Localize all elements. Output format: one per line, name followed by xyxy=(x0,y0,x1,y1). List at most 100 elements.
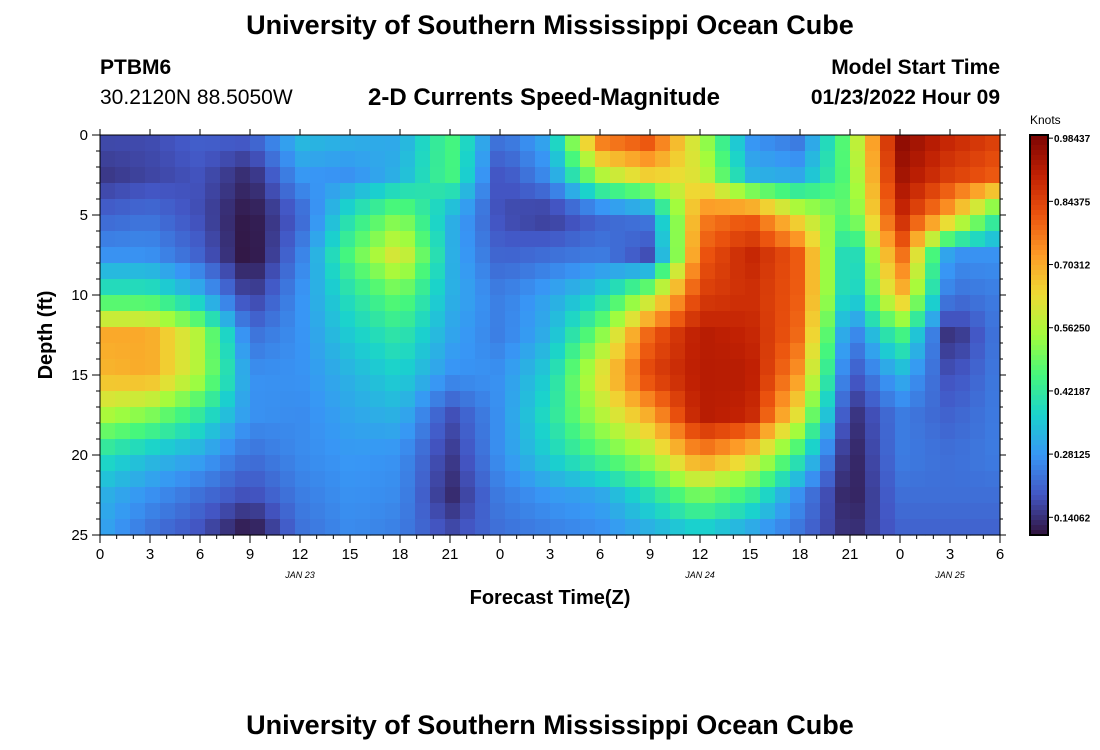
heatmap-cell xyxy=(100,471,116,488)
heatmap-cell xyxy=(880,167,896,184)
heatmap-cell xyxy=(505,135,521,152)
heatmap-cell xyxy=(805,375,821,392)
heatmap-cell xyxy=(580,263,596,280)
heatmap-cell xyxy=(805,455,821,472)
colorbar-segment xyxy=(1030,275,1048,281)
heatmap-cell xyxy=(775,295,791,312)
heatmap-cell xyxy=(175,503,191,520)
heatmap-cell xyxy=(955,295,971,312)
heatmap-cell xyxy=(190,391,206,408)
heatmap-cell xyxy=(610,327,626,344)
heatmap-cell xyxy=(220,151,236,168)
colorbar-segment xyxy=(1030,225,1048,231)
colorbar-segment xyxy=(1030,265,1048,271)
heatmap-cell xyxy=(730,183,746,200)
heatmap-cell xyxy=(265,215,281,232)
heatmap-cell xyxy=(400,439,416,456)
heatmap-cell xyxy=(685,311,701,328)
heatmap-cell xyxy=(940,247,956,264)
heatmap-cell xyxy=(475,183,491,200)
heatmap-cell xyxy=(535,295,551,312)
heatmap-cell xyxy=(505,359,521,376)
heatmap-cell xyxy=(595,199,611,216)
heatmap-cell xyxy=(910,519,926,536)
heatmap-cell xyxy=(190,199,206,216)
heatmap-cell xyxy=(880,455,896,472)
heatmap-cell xyxy=(685,263,701,280)
heatmap-cell xyxy=(835,391,851,408)
heatmap-cell xyxy=(400,455,416,472)
heatmap-cell xyxy=(235,327,251,344)
heatmap-cell xyxy=(580,215,596,232)
heatmap-cell xyxy=(475,247,491,264)
heatmap-cell xyxy=(955,375,971,392)
heatmap-cell xyxy=(655,135,671,152)
heatmap-cell xyxy=(685,295,701,312)
colorbar-segment xyxy=(1030,310,1048,316)
heatmap-cell xyxy=(475,519,491,536)
heatmap-cell xyxy=(625,343,641,360)
heatmap-cell xyxy=(145,263,161,280)
heatmap-cell xyxy=(640,439,656,456)
colorbar-frame xyxy=(1029,134,1049,536)
heatmap-cell xyxy=(130,519,146,536)
colorbar-segment xyxy=(1030,210,1048,216)
heatmap-cell xyxy=(445,167,461,184)
heatmap-cell xyxy=(640,135,656,152)
heatmap-cell xyxy=(415,151,431,168)
heatmap-cell xyxy=(175,343,191,360)
station-id: PTBM6 xyxy=(100,56,172,79)
heatmap-cell xyxy=(310,167,326,184)
chart-subtitle: 2-D Currents Speed-Magnitude xyxy=(368,84,721,111)
heatmap-cell xyxy=(205,407,221,424)
heatmap-cell xyxy=(250,439,266,456)
heatmap-cell xyxy=(190,455,206,472)
heatmap-cell xyxy=(985,263,1001,280)
heatmap-cell xyxy=(475,439,491,456)
x-tick-label: 6 xyxy=(996,546,1004,563)
heatmap-cell xyxy=(925,279,941,296)
colorbar-label: Knots xyxy=(1030,113,1061,127)
heatmap-cell xyxy=(235,279,251,296)
heatmap-cell xyxy=(505,311,521,328)
heatmap-cell xyxy=(505,391,521,408)
heatmap-cell xyxy=(640,471,656,488)
heatmap-cell xyxy=(715,151,731,168)
heatmap-cell xyxy=(475,135,491,152)
heatmap-cell xyxy=(895,327,911,344)
heatmap-cell xyxy=(205,471,221,488)
heatmap-cell xyxy=(250,359,266,376)
heatmap-cell xyxy=(850,439,866,456)
heatmap-cell xyxy=(655,471,671,488)
heatmap-cell xyxy=(145,311,161,328)
heatmap-cell xyxy=(865,183,881,200)
colorbar-tick-label: 0.56250 xyxy=(1054,324,1091,335)
heatmap-cell xyxy=(730,231,746,248)
heatmap-cell xyxy=(880,151,896,168)
heatmap-cell xyxy=(820,391,836,408)
heatmap-cell xyxy=(655,183,671,200)
heatmap-cell xyxy=(580,375,596,392)
heatmap-cell xyxy=(325,295,341,312)
heatmap-cell xyxy=(715,503,731,520)
heatmap-cell xyxy=(310,199,326,216)
heatmap-cell xyxy=(355,519,371,536)
heatmap-cell xyxy=(310,391,326,408)
heatmap-cell xyxy=(355,231,371,248)
heatmap-cell xyxy=(880,359,896,376)
model-start-label: Model Start Time xyxy=(831,56,1000,79)
heatmap-cell xyxy=(445,263,461,280)
heatmap-cell xyxy=(220,231,236,248)
heatmap-cell xyxy=(280,295,296,312)
heatmap-cell xyxy=(925,183,941,200)
heatmap-cell xyxy=(625,167,641,184)
heatmap-cell xyxy=(355,183,371,200)
heatmap-cell xyxy=(805,167,821,184)
heatmap-cell xyxy=(340,295,356,312)
heatmap-cell xyxy=(160,375,176,392)
heatmap-cell xyxy=(460,167,476,184)
heatmap-cell xyxy=(160,263,176,280)
heatmap-cell xyxy=(895,263,911,280)
heatmap-cell xyxy=(550,423,566,440)
